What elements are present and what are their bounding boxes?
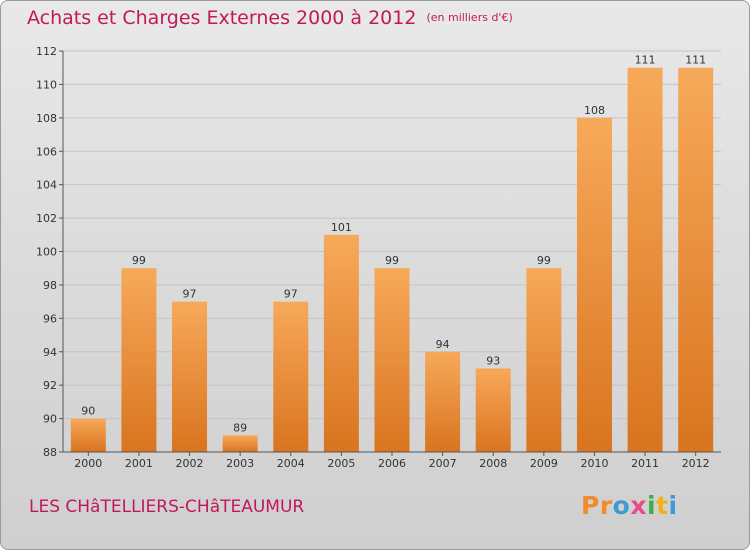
bar-value-label: 99 (385, 254, 399, 267)
bar-value-label: 108 (584, 104, 605, 117)
y-tick-label: 108 (36, 112, 57, 125)
bar (425, 351, 461, 452)
y-tick-label: 110 (36, 78, 57, 91)
bar (70, 418, 106, 452)
logo-letter: i (668, 491, 678, 520)
bar-value-label: 90 (81, 405, 95, 418)
y-tick-label: 92 (43, 379, 57, 392)
logo-letter: t (656, 491, 669, 520)
location-label: LES CHâTELLIERS-CHâTEAUMUR (29, 497, 305, 517)
x-tick-label: 2009 (530, 457, 558, 470)
bar (121, 268, 157, 452)
y-tick-label: 104 (36, 179, 57, 192)
y-tick-label: 112 (36, 45, 57, 58)
x-tick-label: 2007 (429, 457, 457, 470)
logo-letter: P (581, 491, 600, 520)
bar-value-label: 94 (436, 338, 450, 351)
bar (172, 301, 208, 452)
logo-letter: x (630, 491, 647, 520)
y-tick-label: 90 (43, 413, 57, 426)
y-tick-label: 102 (36, 212, 57, 225)
x-tick-label: 2001 (125, 457, 153, 470)
y-tick-label: 88 (43, 446, 57, 459)
chart-header: Achats et Charges Externes 2000 à 2012 (e… (27, 7, 513, 29)
logo-letter: o (612, 491, 631, 520)
chart-title: Achats et Charges Externes 2000 à 2012 (27, 7, 417, 29)
x-tick-label: 2002 (176, 457, 204, 470)
y-tick-label: 100 (36, 246, 57, 259)
bar (526, 268, 562, 452)
bar-chart: 88 90 92 94 96 98 100 102 104 106 108 110 112 90 2000 9… (36, 45, 721, 470)
y-tick-label: 94 (43, 346, 57, 359)
x-tick-label: 2000 (74, 457, 102, 470)
y-tick-label: 106 (36, 145, 57, 158)
x-tick-label: 2004 (277, 457, 305, 470)
axes (59, 50, 721, 456)
bar-value-label: 101 (331, 221, 352, 234)
bar-value-label: 99 (537, 254, 551, 267)
x-tick-label: 2011 (631, 457, 659, 470)
bar (323, 234, 359, 452)
bar (576, 117, 612, 452)
bar (627, 67, 663, 452)
bar (678, 67, 714, 452)
x-tick-label: 2005 (327, 457, 355, 470)
bar (273, 301, 309, 452)
bar-value-label: 111 (685, 54, 706, 67)
bar-value-label: 97 (284, 288, 298, 301)
bar (222, 435, 258, 452)
logo-letter: r (599, 491, 613, 520)
y-tick-label: 98 (43, 279, 57, 292)
x-tick-label: 2008 (479, 457, 507, 470)
x-tick-label: 2010 (580, 457, 608, 470)
bars (70, 67, 714, 452)
bar-value-label: 99 (132, 254, 146, 267)
chart-unit: (en milliers d'€) (426, 11, 513, 24)
bar-value-label: 93 (486, 354, 500, 367)
x-tick-label: 2003 (226, 457, 254, 470)
bar-value-label: 111 (635, 54, 656, 67)
bar (374, 268, 410, 452)
bar (475, 368, 511, 452)
bar-value-label: 89 (233, 421, 247, 434)
x-tick-label: 2006 (378, 457, 406, 470)
bar-value-label: 97 (183, 288, 197, 301)
x-tick-label: 2012 (682, 457, 710, 470)
proxiti-logo: Proxiti (581, 491, 678, 520)
logo-letter: i (647, 491, 657, 520)
y-tick-label: 96 (43, 312, 57, 325)
labels: 88 90 92 94 96 98 100 102 104 106 108 110 112 90 2000 9… (36, 45, 710, 470)
